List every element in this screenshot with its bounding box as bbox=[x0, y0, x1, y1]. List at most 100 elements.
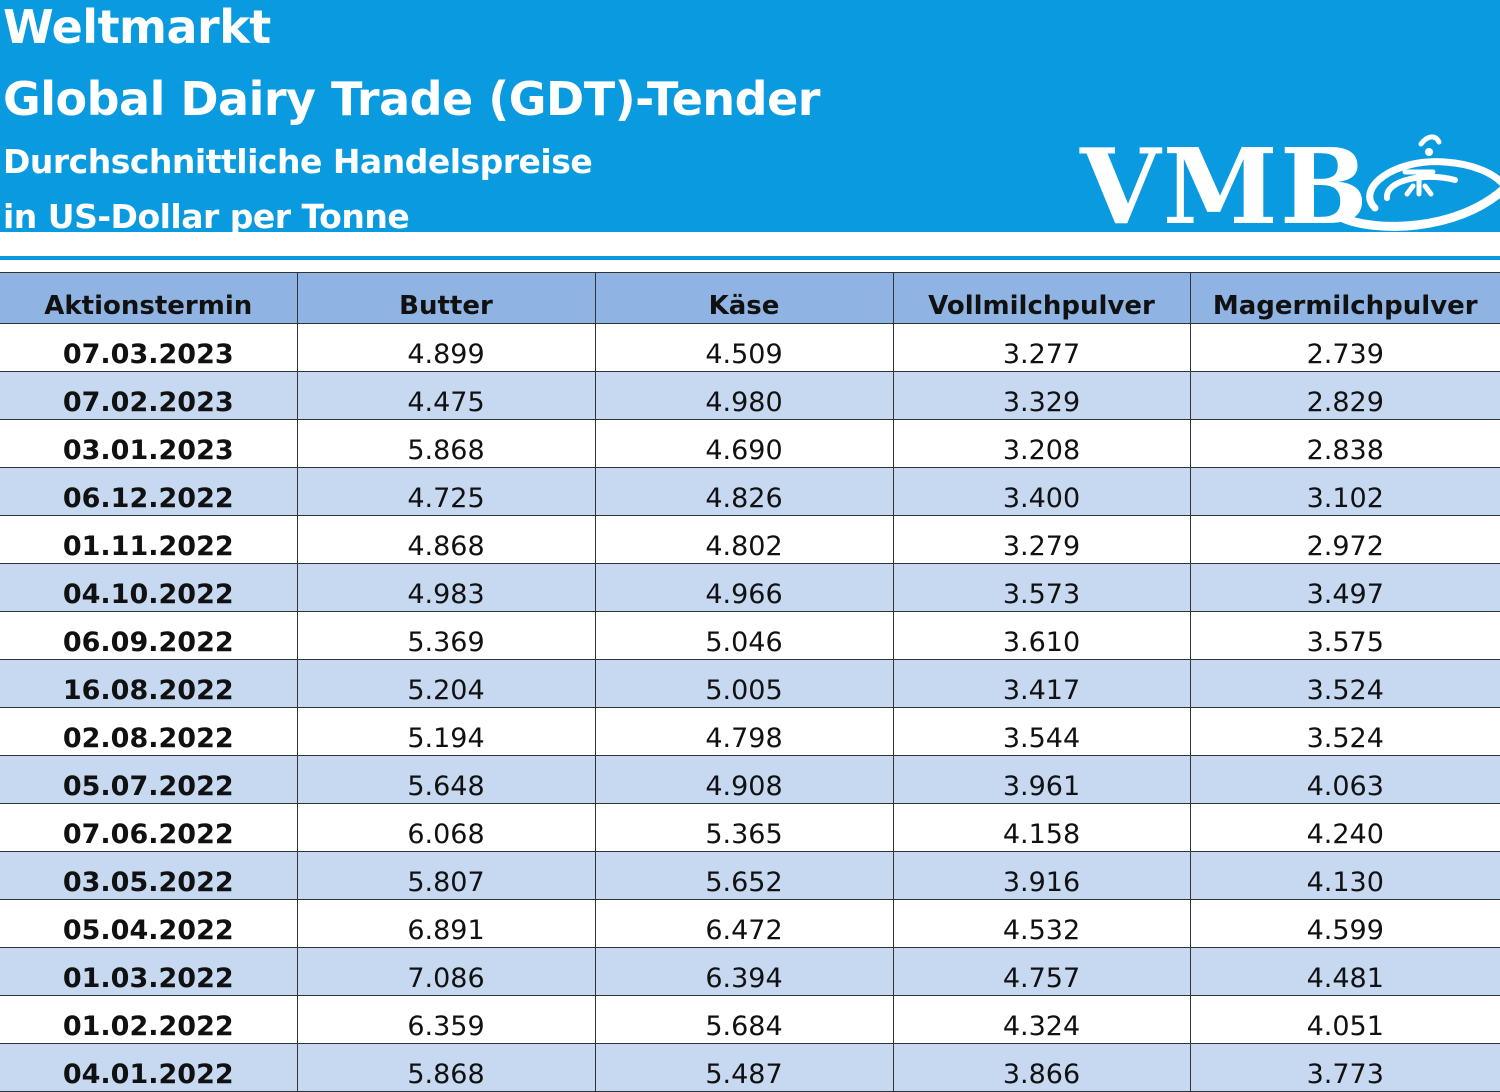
cell-vollmilchpulver: 3.961 bbox=[892, 755, 1191, 804]
cell-kaese: 5.005 bbox=[594, 659, 894, 708]
cell-kaese: 6.394 bbox=[594, 947, 894, 996]
cell-magermilchpulver: 2.829 bbox=[1189, 371, 1500, 420]
cell-magermilchpulver: 4.240 bbox=[1189, 803, 1500, 852]
cell-kaese: 4.966 bbox=[594, 563, 894, 612]
cell-kaese: 4.798 bbox=[594, 707, 894, 756]
table-row: 16.08.2022 5.204 5.005 3.417 3.524 bbox=[0, 659, 1500, 708]
table-row: 05.04.2022 6.891 6.472 4.532 4.599 bbox=[0, 899, 1500, 948]
cell-date: 05.07.2022 bbox=[0, 755, 298, 804]
cell-butter: 6.359 bbox=[296, 995, 596, 1044]
cell-vollmilchpulver: 3.208 bbox=[892, 419, 1191, 468]
cell-butter: 4.725 bbox=[296, 467, 596, 516]
cell-vollmilchpulver: 4.158 bbox=[892, 803, 1191, 852]
cell-butter: 5.369 bbox=[296, 611, 596, 660]
cell-vollmilchpulver: 3.866 bbox=[892, 1043, 1191, 1092]
header-divider bbox=[0, 256, 1500, 260]
cell-kaese: 4.908 bbox=[594, 755, 894, 804]
cell-date: 04.10.2022 bbox=[0, 563, 298, 612]
column-header-vollmilchpulver: Vollmilchpulver bbox=[892, 272, 1191, 324]
cell-butter: 6.891 bbox=[296, 899, 596, 948]
cell-date: 04.01.2022 bbox=[0, 1043, 298, 1092]
cell-kaese: 4.509 bbox=[594, 323, 894, 372]
vmb-logo-swirl-icon bbox=[1338, 134, 1500, 231]
vmb-logo: VMB bbox=[1080, 125, 1370, 233]
table-row: 02.08.2022 5.194 4.798 3.544 3.524 bbox=[0, 707, 1500, 756]
cell-vollmilchpulver: 3.916 bbox=[892, 851, 1191, 900]
cell-magermilchpulver: 3.497 bbox=[1189, 563, 1500, 612]
cell-vollmilchpulver: 3.277 bbox=[892, 323, 1191, 372]
cell-magermilchpulver: 4.051 bbox=[1189, 995, 1500, 1044]
cell-magermilchpulver: 2.739 bbox=[1189, 323, 1500, 372]
cell-butter: 5.868 bbox=[296, 419, 596, 468]
cell-butter: 5.204 bbox=[296, 659, 596, 708]
cell-butter: 5.807 bbox=[296, 851, 596, 900]
cell-kaese: 5.046 bbox=[594, 611, 894, 660]
cell-butter: 4.983 bbox=[296, 563, 596, 612]
cell-magermilchpulver: 4.063 bbox=[1189, 755, 1500, 804]
cell-magermilchpulver: 3.102 bbox=[1189, 467, 1500, 516]
cell-vollmilchpulver: 3.329 bbox=[892, 371, 1191, 420]
cell-butter: 4.899 bbox=[296, 323, 596, 372]
cell-butter: 5.194 bbox=[296, 707, 596, 756]
cell-butter: 5.648 bbox=[296, 755, 596, 804]
cell-magermilchpulver: 3.575 bbox=[1189, 611, 1500, 660]
cell-magermilchpulver: 4.481 bbox=[1189, 947, 1500, 996]
cell-date: 03.01.2023 bbox=[0, 419, 298, 468]
cell-kaese: 6.472 bbox=[594, 899, 894, 948]
cell-date: 06.12.2022 bbox=[0, 467, 298, 516]
column-header-magermilchpulver: Magermilchpulver bbox=[1189, 272, 1500, 324]
cell-date: 01.02.2022 bbox=[0, 995, 298, 1044]
table-row: 01.02.2022 6.359 5.684 4.324 4.051 bbox=[0, 995, 1500, 1044]
header-subtitle: Global Dairy Trade (GDT)-Tender bbox=[3, 72, 820, 126]
cell-kaese: 4.826 bbox=[594, 467, 894, 516]
cell-vollmilchpulver: 3.544 bbox=[892, 707, 1191, 756]
table-row: 06.12.2022 4.725 4.826 3.400 3.102 bbox=[0, 467, 1500, 516]
cell-date: 06.09.2022 bbox=[0, 611, 298, 660]
table-row: 07.03.2023 4.899 4.509 3.277 2.739 bbox=[0, 323, 1500, 372]
header-description: Durchschnittliche Handelspreise bbox=[3, 142, 593, 181]
cell-butter: 5.868 bbox=[296, 1043, 596, 1092]
column-header-butter: Butter bbox=[296, 272, 596, 324]
table-row: 05.07.2022 5.648 4.908 3.961 4.063 bbox=[0, 755, 1500, 804]
cell-kaese: 5.652 bbox=[594, 851, 894, 900]
table-row: 01.03.2022 7.086 6.394 4.757 4.481 bbox=[0, 947, 1500, 996]
cell-date: 07.06.2022 bbox=[0, 803, 298, 852]
table-row: 03.05.2022 5.807 5.652 3.916 4.130 bbox=[0, 851, 1500, 900]
cell-vollmilchpulver: 4.324 bbox=[892, 995, 1191, 1044]
cell-date: 02.08.2022 bbox=[0, 707, 298, 756]
cell-date: 05.04.2022 bbox=[0, 899, 298, 948]
table-row: 07.02.2023 4.475 4.980 3.329 2.829 bbox=[0, 371, 1500, 420]
header-banner: Weltmarkt Global Dairy Trade (GDT)-Tende… bbox=[0, 0, 1500, 232]
table-row: 04.10.2022 4.983 4.966 3.573 3.497 bbox=[0, 563, 1500, 612]
cell-date: 01.11.2022 bbox=[0, 515, 298, 564]
table-header-row: Aktionstermin Butter Käse Vollmilchpulve… bbox=[0, 272, 1500, 324]
cell-date: 16.08.2022 bbox=[0, 659, 298, 708]
cell-butter: 4.868 bbox=[296, 515, 596, 564]
cell-date: 07.02.2023 bbox=[0, 371, 298, 420]
cell-kaese: 4.980 bbox=[594, 371, 894, 420]
cell-vollmilchpulver: 3.400 bbox=[892, 467, 1191, 516]
cell-magermilchpulver: 2.972 bbox=[1189, 515, 1500, 564]
cell-butter: 7.086 bbox=[296, 947, 596, 996]
cell-date: 07.03.2023 bbox=[0, 323, 298, 372]
cell-date: 03.05.2022 bbox=[0, 851, 298, 900]
cell-vollmilchpulver: 4.757 bbox=[892, 947, 1191, 996]
table-row: 03.01.2023 5.868 4.690 3.208 2.838 bbox=[0, 419, 1500, 468]
cell-magermilchpulver: 3.524 bbox=[1189, 707, 1500, 756]
cell-magermilchpulver: 2.838 bbox=[1189, 419, 1500, 468]
gdt-price-table: Aktionstermin Butter Käse Vollmilchpulve… bbox=[0, 272, 1500, 1092]
cell-vollmilchpulver: 3.610 bbox=[892, 611, 1191, 660]
column-header-aktionstermin: Aktionstermin bbox=[0, 272, 298, 324]
table-row: 01.11.2022 4.868 4.802 3.279 2.972 bbox=[0, 515, 1500, 564]
cell-vollmilchpulver: 3.417 bbox=[892, 659, 1191, 708]
cell-kaese: 5.365 bbox=[594, 803, 894, 852]
cell-magermilchpulver: 3.524 bbox=[1189, 659, 1500, 708]
table-row: 04.01.2022 5.868 5.487 3.866 3.773 bbox=[0, 1043, 1500, 1092]
cell-kaese: 4.802 bbox=[594, 515, 894, 564]
cell-kaese: 5.487 bbox=[594, 1043, 894, 1092]
cell-magermilchpulver: 4.130 bbox=[1189, 851, 1500, 900]
header-title: Weltmarkt bbox=[3, 0, 271, 54]
cell-kaese: 5.684 bbox=[594, 995, 894, 1044]
table-row: 06.09.2022 5.369 5.046 3.610 3.575 bbox=[0, 611, 1500, 660]
cell-vollmilchpulver: 3.279 bbox=[892, 515, 1191, 564]
